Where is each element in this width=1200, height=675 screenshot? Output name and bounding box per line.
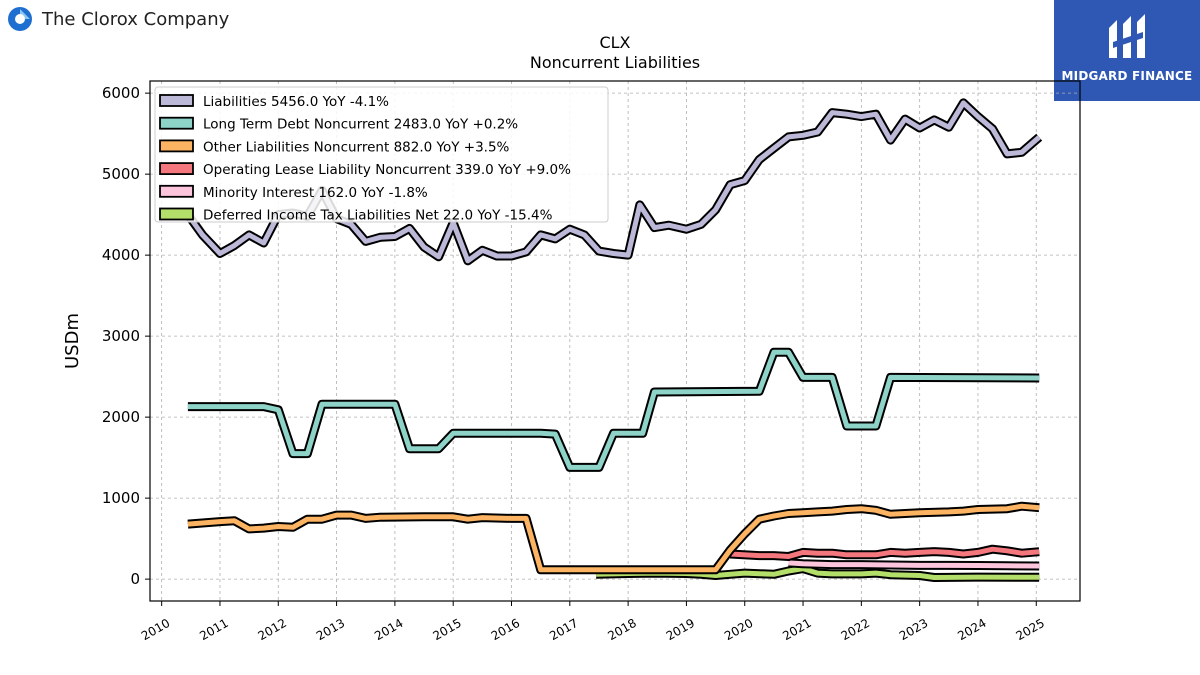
legend-swatch (159, 184, 194, 198)
badge-label: MIDGARD FINANCE (1061, 69, 1193, 83)
series-line (187, 349, 1040, 470)
x-tick-label: 2019 (664, 616, 697, 643)
x-tick-label: 2023 (897, 616, 930, 643)
x-tick-label: 2021 (780, 616, 813, 643)
x-tick-label: 2022 (839, 616, 872, 643)
legend-entry-label: Liabilities 5456.0 YoY -4.1% (203, 94, 389, 110)
clorox-logo-icon (8, 7, 32, 31)
y-tick-label: 6000 (102, 84, 140, 102)
legend-swatch (159, 94, 194, 107)
series-outline (187, 347, 1040, 472)
series-line (187, 503, 1040, 573)
x-tick-label: 2018 (605, 616, 638, 643)
y-tick-label: 5000 (102, 165, 140, 183)
x-tick-label: 2014 (372, 616, 405, 643)
x-tick-label: 2017 (547, 616, 580, 643)
x-tick-label: 2025 (1014, 616, 1047, 643)
midgard-logo-icon (1109, 14, 1145, 58)
company-name: The Clorox Company (42, 8, 230, 30)
series-outline (187, 501, 1040, 575)
y-tick-label: 2000 (102, 408, 140, 426)
chart-title: CLX (599, 33, 631, 52)
x-tick-label: 2010 (139, 616, 172, 643)
y-tick-label: 1000 (102, 489, 140, 507)
legend-entry-label: Minority Interest 162.0 YoY -1.8% (203, 185, 428, 201)
chart-subtitle: Noncurrent Liabilities (529, 53, 701, 72)
x-tick-label: 2015 (430, 616, 463, 643)
x-tick-label: 2020 (722, 616, 755, 643)
series-line (730, 546, 1040, 559)
x-tick-label: 2024 (955, 616, 988, 643)
legend-swatch (159, 116, 194, 130)
midgard-finance-badge: MIDGARD FINANCE (1054, 0, 1200, 101)
legend-entry-label: Other Liabilities Noncurrent 882.0 YoY +… (203, 139, 510, 155)
legend-box (154, 86, 609, 223)
legend-swatch (159, 162, 194, 176)
legend-swatch (159, 139, 194, 153)
y-tick-label: 4000 (102, 246, 140, 264)
legend-entry-label: Long Term Debt Noncurrent 2483.0 YoY +0.… (203, 117, 518, 133)
series-line (788, 560, 1040, 569)
legend-entry-label: Operating Lease Liability Noncurrent 339… (203, 162, 571, 178)
x-tick-label: 2013 (314, 616, 347, 643)
y-axis-label: USDm (62, 313, 83, 369)
x-tick-label: 2012 (256, 616, 289, 643)
legend-swatch (159, 207, 194, 221)
x-tick-label: 2011 (197, 616, 230, 643)
plot-frame (149, 80, 1081, 602)
x-tick-label: 2016 (489, 616, 522, 643)
y-tick-label: 3000 (102, 327, 140, 345)
y-tick-label: 0 (130, 570, 140, 588)
company-brand: The Clorox Company (6, 4, 229, 34)
legend-entry-label: Deferred Income Tax Liabilities Net 22.0… (203, 208, 553, 224)
